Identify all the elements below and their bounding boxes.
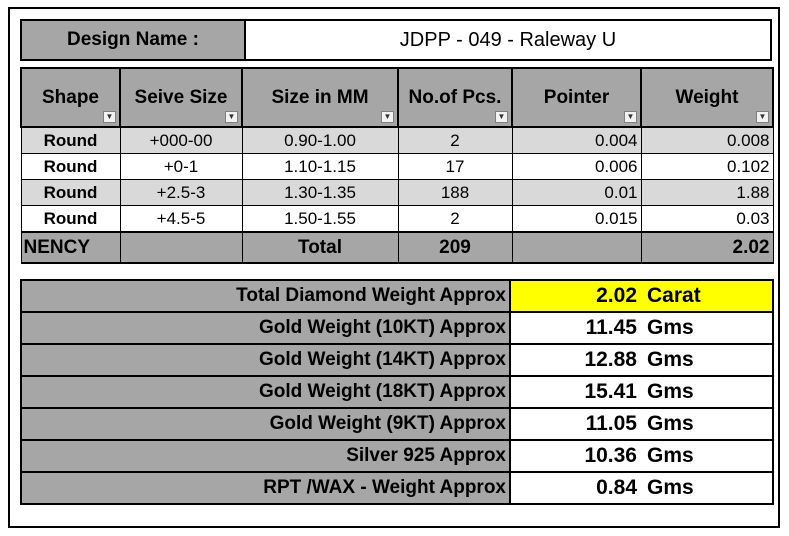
weight-summary-table: Total Diamond Weight Approx 2.02 Carat Go… (20, 279, 774, 505)
summary-label[interactable]: Gold Weight (18KT) Approx (20, 375, 511, 409)
summary-row: RPT /WAX - Weight Approx 0.84 Gms (20, 471, 774, 505)
cell-pointer[interactable]: 0.004 (511, 126, 642, 154)
summary-row: Silver 925 Approx 10.36 Gms (20, 439, 774, 473)
table-row: Round +4.5-5 1.50-1.55 2 0.015 0.03 (20, 205, 774, 233)
dropdown-arrow-icon[interactable]: ▼ (103, 111, 116, 123)
column-header-seive-size[interactable]: Seive Size ▼ (119, 67, 243, 128)
cell-size-in-mm[interactable]: 1.10-1.15 (241, 153, 399, 180)
cell-weight[interactable]: 0.008 (640, 126, 774, 154)
cell-shape[interactable]: Round (20, 205, 121, 233)
cell-pointer[interactable]: 0.015 (511, 205, 642, 233)
summary-value: 12.88 (584, 348, 637, 371)
cell-no-of-pcs[interactable]: 2 (397, 126, 513, 154)
table-row: Round +2.5-3 1.30-1.35 188 0.01 1.88 (20, 179, 774, 206)
cell-pointer[interactable]: 0.006 (511, 153, 642, 180)
summary-value: 2.02 (596, 284, 637, 307)
filter-applied-icon[interactable]: ▼ (495, 111, 508, 123)
stone-table: Shape ▼ Seive Size ▼ Size in MM ▼ No.of Pcs… (20, 67, 774, 264)
summary-value-cell[interactable]: 15.41 Gms (509, 375, 774, 409)
cell-shape[interactable]: Round (20, 126, 121, 154)
summary-label[interactable]: Gold Weight (14KT) Approx (20, 343, 511, 377)
table-row: Round +0-1 1.10-1.15 17 0.006 0.102 (20, 153, 774, 180)
summary-value-cell[interactable]: 12.88 Gms (509, 343, 774, 377)
summary-unit: Gms (647, 348, 694, 371)
summary-value-cell[interactable]: 11.05 Gms (509, 407, 774, 441)
design-name-value[interactable]: JDPP - 049 - Raleway U (246, 21, 770, 59)
summary-value: 11.45 (585, 316, 637, 339)
summary-row: Total Diamond Weight Approx 2.02 Carat (20, 279, 774, 313)
cell-pointer[interactable]: 0.01 (511, 179, 642, 206)
table-row: Round +000-00 0.90-1.00 2 0.004 0.008 (20, 126, 774, 154)
summary-label[interactable]: Total Diamond Weight Approx (20, 279, 511, 313)
summary-row: Gold Weight (18KT) Approx 15.41 Gms (20, 375, 774, 409)
summary-value: 0.84 (596, 476, 637, 499)
column-header-weight[interactable]: Weight ▼ (640, 67, 774, 128)
cell-weight[interactable]: 0.03 (640, 205, 774, 233)
summary-label[interactable]: RPT /WAX - Weight Approx (20, 471, 511, 505)
summary-value: 11.05 (585, 412, 637, 435)
cell-seive-size[interactable]: +000-00 (119, 126, 243, 154)
table-header-row: Shape ▼ Seive Size ▼ Size in MM ▼ No.of Pcs… (20, 67, 774, 128)
summary-unit: Gms (647, 380, 694, 403)
cell-weight[interactable]: 1.88 (640, 179, 774, 206)
summary-unit: Carat (647, 284, 701, 307)
total-weight-cell[interactable]: 2.02 (640, 231, 774, 264)
total-row: NENCY Total 209 2.02 (20, 231, 774, 264)
summary-value-cell[interactable]: 0.84 Gms (509, 471, 774, 505)
cell-no-of-pcs[interactable]: 188 (397, 179, 513, 206)
summary-row: Gold Weight (9KT) Approx 11.05 Gms (20, 407, 774, 441)
cell-size-in-mm[interactable]: 0.90-1.00 (241, 126, 399, 154)
dropdown-arrow-icon[interactable]: ▼ (624, 111, 637, 123)
summary-label[interactable]: Gold Weight (9KT) Approx (20, 407, 511, 441)
summary-unit: Gms (647, 316, 694, 339)
column-header-no-of-pcs[interactable]: No.of Pcs. ▼ (397, 67, 513, 128)
total-empty-cell[interactable] (119, 231, 243, 264)
column-header-size-in-mm[interactable]: Size in MM ▼ (241, 67, 399, 128)
cell-seive-size[interactable]: +0-1 (119, 153, 243, 180)
cell-seive-size[interactable]: +2.5-3 (119, 179, 243, 206)
cell-no-of-pcs[interactable]: 17 (397, 153, 513, 180)
total-name-cell[interactable]: NENCY (20, 231, 121, 264)
total-label-cell[interactable]: Total (241, 231, 399, 264)
summary-value-cell[interactable]: 11.45 Gms (509, 311, 774, 345)
summary-unit: Gms (647, 444, 694, 467)
cell-size-in-mm[interactable]: 1.50-1.55 (241, 205, 399, 233)
summary-unit: Gms (647, 476, 694, 499)
summary-row: Gold Weight (10KT) Approx 11.45 Gms (20, 311, 774, 345)
column-header-pointer[interactable]: Pointer ▼ (511, 67, 642, 128)
cell-no-of-pcs[interactable]: 2 (397, 205, 513, 233)
cell-weight[interactable]: 0.102 (640, 153, 774, 180)
design-name-row: Design Name : JDPP - 049 - Raleway U (20, 19, 772, 61)
summary-value-cell[interactable]: 2.02 Carat (509, 279, 774, 313)
cell-shape[interactable]: Round (20, 179, 121, 206)
dropdown-arrow-icon[interactable]: ▼ (381, 111, 394, 123)
cell-size-in-mm[interactable]: 1.30-1.35 (241, 179, 399, 206)
design-name-label: Design Name : (22, 21, 246, 59)
summary-row: Gold Weight (14KT) Approx 12.88 Gms (20, 343, 774, 377)
summary-value: 10.36 (584, 444, 637, 467)
total-pointer-cell[interactable] (511, 231, 642, 264)
cell-shape[interactable]: Round (20, 153, 121, 180)
total-pcs-cell[interactable]: 209 (397, 231, 513, 264)
summary-value: 15.41 (584, 380, 637, 403)
dropdown-arrow-icon[interactable]: ▼ (225, 111, 238, 123)
cell-seive-size[interactable]: +4.5-5 (119, 205, 243, 233)
summary-label[interactable]: Gold Weight (10KT) Approx (20, 311, 511, 345)
dropdown-arrow-icon[interactable]: ▼ (756, 111, 769, 123)
summary-label[interactable]: Silver 925 Approx (20, 439, 511, 473)
summary-value-cell[interactable]: 10.36 Gms (509, 439, 774, 473)
summary-unit: Gms (647, 412, 694, 435)
column-header-shape[interactable]: Shape ▼ (20, 67, 121, 128)
